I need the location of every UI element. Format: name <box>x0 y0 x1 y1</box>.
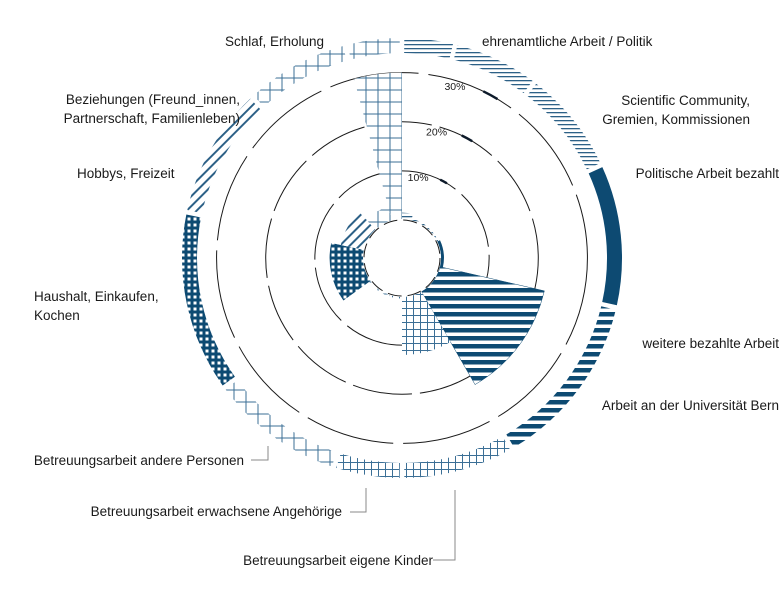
bar-9 <box>340 212 376 250</box>
outer-segment-1 <box>453 45 533 93</box>
outer-segment-6 <box>336 453 400 478</box>
ring-mark-20 <box>461 134 473 143</box>
outer-segment-10 <box>253 46 347 107</box>
leader-line-7 <box>251 446 269 461</box>
bar-1 <box>411 218 427 227</box>
category-label-5: Betreuungsarbeit eigene Kinder <box>243 553 433 568</box>
outer-category-ring <box>182 38 622 478</box>
outer-segment-4 <box>506 306 616 448</box>
ring-mark-30 <box>482 90 499 101</box>
category-label-6: Betreuungsarbeit erwachsene Angehörige <box>91 504 342 519</box>
category-label-9: Hobbys, Freizeit <box>77 166 175 181</box>
grid-ring-inner <box>363 219 441 297</box>
leader-line-6 <box>350 488 367 513</box>
bar-8 <box>329 242 371 301</box>
category-label-0: ehrenamtliche Arbeit / Politik <box>482 34 653 49</box>
category-label-3: weitere bezahlte Arbeit <box>641 336 779 351</box>
outer-segment-3 <box>588 167 622 306</box>
bar-4 <box>421 266 545 385</box>
category-label-11: Schlaf, Erholung <box>225 34 324 49</box>
bar-10 <box>366 207 392 230</box>
bar-3 <box>437 240 444 268</box>
outer-segment-7 <box>225 380 337 467</box>
ring-label-10: 10% <box>408 172 429 184</box>
category-label-1: Scientific Community, Gremien, Kommission… <box>602 93 750 127</box>
category-label-8: Haushalt, Einkaufen, Kochen <box>34 289 159 323</box>
ring-tick-labels: 10% 20% 30% <box>408 81 499 185</box>
bar-0 <box>402 212 413 221</box>
bar-6 <box>389 295 402 299</box>
leader-line-5 <box>433 490 456 561</box>
category-labels: ehrenamtliche Arbeit / Politik Scientific… <box>34 34 779 568</box>
bar-7 <box>369 280 390 297</box>
category-label-4: Arbeit an der Universität Bern <box>602 398 779 413</box>
outer-segment-11 <box>347 38 400 60</box>
leader-lines <box>251 446 456 561</box>
category-label-2: Politische Arbeit bezahlt <box>636 166 780 181</box>
ring-label-30: 30% <box>444 81 465 93</box>
category-label-7: Betreuungsarbeit andere Personen <box>34 453 244 468</box>
bar-11 <box>354 72 402 221</box>
category-label-10: Beziehungen (Freund_innen, Partnerschaft,… <box>64 92 240 126</box>
outer-segment-2 <box>527 83 601 170</box>
ring-mark-10 <box>439 178 448 185</box>
radial-bars <box>329 72 545 385</box>
bar-2 <box>425 226 439 242</box>
ring-label-20: 20% <box>426 127 447 139</box>
outer-segment-8 <box>182 214 235 386</box>
bar-5 <box>402 291 451 355</box>
outer-segment-0 <box>404 38 453 59</box>
outer-segment-9 <box>187 98 261 214</box>
outer-segment-5 <box>404 436 510 478</box>
